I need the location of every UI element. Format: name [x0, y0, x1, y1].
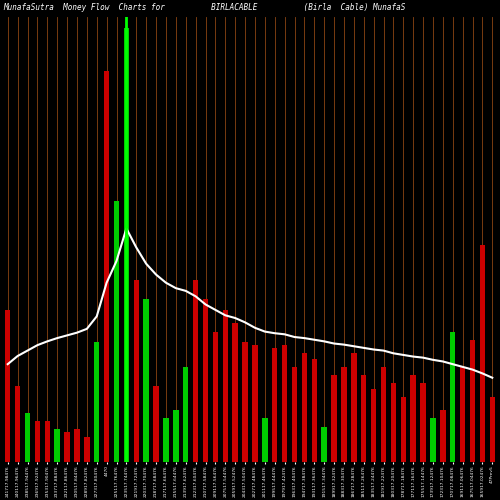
Bar [410, 375, 416, 462]
Bar [183, 367, 188, 462]
Bar [64, 432, 70, 462]
Bar [74, 430, 80, 462]
Bar [262, 418, 268, 462]
Bar [173, 410, 178, 462]
Bar [5, 310, 10, 462]
Bar [400, 396, 406, 462]
Bar [252, 345, 258, 462]
Bar [282, 345, 288, 462]
Bar [390, 383, 396, 462]
Bar [232, 324, 238, 462]
Bar [381, 367, 386, 462]
Bar [351, 354, 356, 462]
Bar [371, 388, 376, 462]
Bar [54, 430, 60, 462]
Bar [440, 410, 446, 462]
Bar [84, 438, 89, 462]
Bar [222, 310, 228, 462]
Bar [361, 375, 366, 462]
Bar [460, 367, 466, 462]
Bar [212, 332, 218, 462]
Bar [203, 299, 208, 462]
Bar [490, 396, 495, 462]
Bar [420, 383, 426, 462]
Bar [44, 421, 50, 462]
Bar [302, 354, 307, 462]
Bar [163, 418, 168, 462]
Bar [144, 299, 149, 462]
Bar [272, 348, 278, 462]
Bar [322, 426, 327, 462]
Bar [124, 28, 129, 462]
Bar [430, 418, 436, 462]
Bar [134, 280, 139, 462]
Bar [34, 421, 40, 462]
Bar [25, 413, 30, 462]
Bar [480, 244, 485, 462]
Text: MunafaSutra  Money Flow  Charts for          BIRLACABLE          (Birla  Cable) : MunafaSutra Money Flow Charts for BIRLAC… [3, 3, 405, 12]
Bar [312, 358, 317, 462]
Bar [15, 386, 20, 462]
Bar [104, 71, 110, 462]
Bar [94, 342, 100, 462]
Bar [470, 340, 475, 462]
Bar [292, 367, 297, 462]
Bar [332, 375, 337, 462]
Bar [154, 386, 159, 462]
Bar [242, 342, 248, 462]
Bar [450, 332, 456, 462]
Bar [114, 202, 119, 462]
Bar [193, 280, 198, 462]
Bar [341, 367, 346, 462]
